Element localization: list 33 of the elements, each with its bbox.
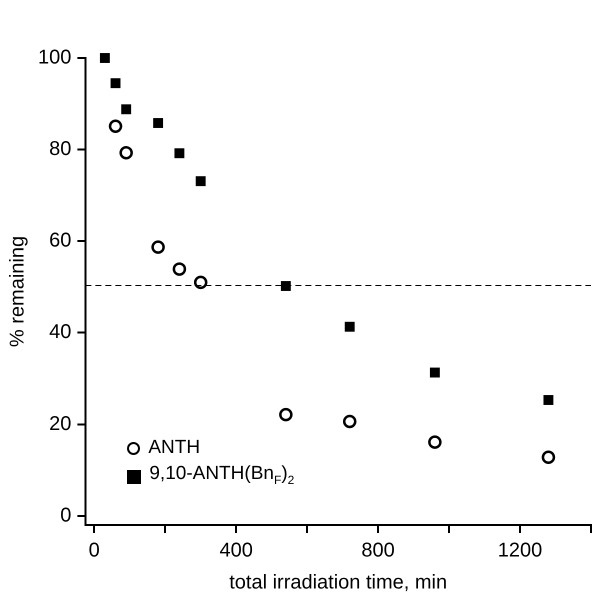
x-tick-label: 800	[361, 540, 395, 562]
point	[108, 119, 122, 133]
point	[428, 435, 442, 449]
point	[543, 395, 554, 405]
point	[153, 118, 164, 128]
point	[119, 146, 133, 160]
point	[344, 322, 355, 332]
point	[174, 148, 184, 158]
legend-label: 9,10-ANTH(Bn$_{F}$)$_{2}$	[149, 462, 294, 489]
point	[280, 281, 291, 291]
point	[542, 450, 556, 464]
point	[172, 262, 186, 276]
x-axis-title: total irradiation time, min	[229, 572, 448, 594]
point	[100, 53, 110, 63]
y-tick-label: 100	[38, 46, 72, 69]
y-tick-label: 0	[60, 504, 72, 526]
x-tick-label: 0	[88, 540, 100, 562]
point	[430, 368, 440, 378]
point	[196, 176, 206, 186]
point	[279, 408, 293, 422]
point	[110, 78, 120, 88]
point	[194, 276, 208, 290]
point	[151, 240, 165, 254]
legend-label: ANTH	[148, 436, 200, 460]
point	[121, 104, 132, 114]
y-axis-title: % remaining	[6, 236, 29, 348]
y-tick-label: 60	[49, 230, 72, 252]
y-tick-label: 80	[49, 138, 72, 160]
y-tick-label: 20	[49, 412, 72, 435]
point	[342, 414, 356, 428]
y-tick-label: 40	[49, 321, 72, 344]
x-tick-label: 400	[219, 540, 253, 562]
x-tick-label: 1200	[498, 540, 542, 562]
